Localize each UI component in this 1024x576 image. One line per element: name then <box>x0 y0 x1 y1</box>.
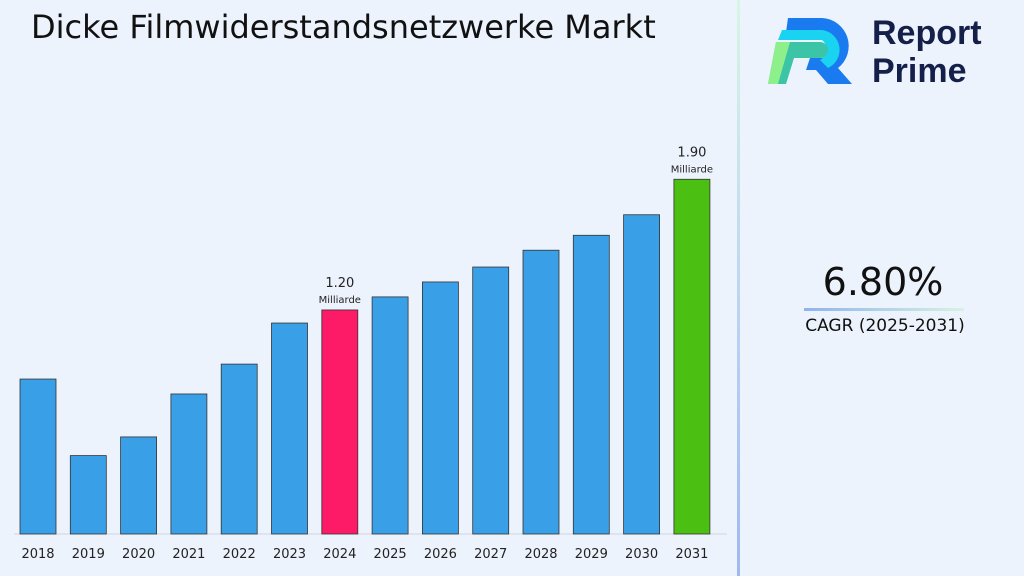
logo-text: Report Prime <box>872 14 982 90</box>
bar-2021 <box>170 393 208 535</box>
x-tick-label: 2019 <box>72 547 105 562</box>
bar-2023 <box>271 322 308 535</box>
logo-line-1: Report <box>872 14 982 52</box>
cagr-value: 6.80% <box>822 260 944 304</box>
bar-2028 <box>522 249 560 535</box>
x-tick-label: 2029 <box>575 547 608 562</box>
bar-2019 <box>69 455 107 535</box>
cagr-label: CAGR (2025-2031) <box>805 316 965 336</box>
bar-chart: 2018 2019 2020 2021 2022 2023 2024 1.20 Milliard… <box>14 145 727 562</box>
bar-2025 <box>371 296 409 535</box>
bar-2030 <box>623 214 660 535</box>
bar-2026 <box>421 281 459 535</box>
bar-2027 <box>472 266 510 535</box>
data-label-value: 1.20 <box>325 276 354 291</box>
data-label-unit: Milliarde <box>319 295 361 306</box>
bar-2020 <box>120 436 157 535</box>
x-tick-label: 2022 <box>223 547 256 562</box>
bar-2029 <box>572 234 610 535</box>
x-tick-label: 2031 <box>675 547 708 562</box>
x-tick-label: 2021 <box>172 547 205 562</box>
x-tick-label: 2023 <box>273 547 306 562</box>
x-tick-label: 2025 <box>374 547 407 562</box>
bar-2022 <box>220 363 258 535</box>
bar-2018 <box>19 378 57 535</box>
x-tick-label: 2018 <box>21 547 54 562</box>
data-label-value: 1.90 <box>677 145 706 160</box>
bar-2024 <box>321 309 359 535</box>
divider <box>737 0 740 576</box>
logo-line-2: Prime <box>872 52 967 90</box>
x-tick-label: 2020 <box>122 547 155 562</box>
chart-title: Dicke Filmwiderstandsnetzwerke Markt <box>31 8 656 46</box>
x-tick-label: 2028 <box>524 547 557 562</box>
cagr-underline <box>804 308 964 311</box>
x-tick-label: 2027 <box>474 547 507 562</box>
x-tick-label: 2024 <box>323 547 356 562</box>
data-label-unit: Milliarde <box>671 164 713 175</box>
x-tick-label: 2030 <box>625 547 658 562</box>
bar-2031 <box>673 178 711 535</box>
report-prime-logo-icon <box>768 18 852 84</box>
x-tick-label: 2026 <box>424 547 457 562</box>
